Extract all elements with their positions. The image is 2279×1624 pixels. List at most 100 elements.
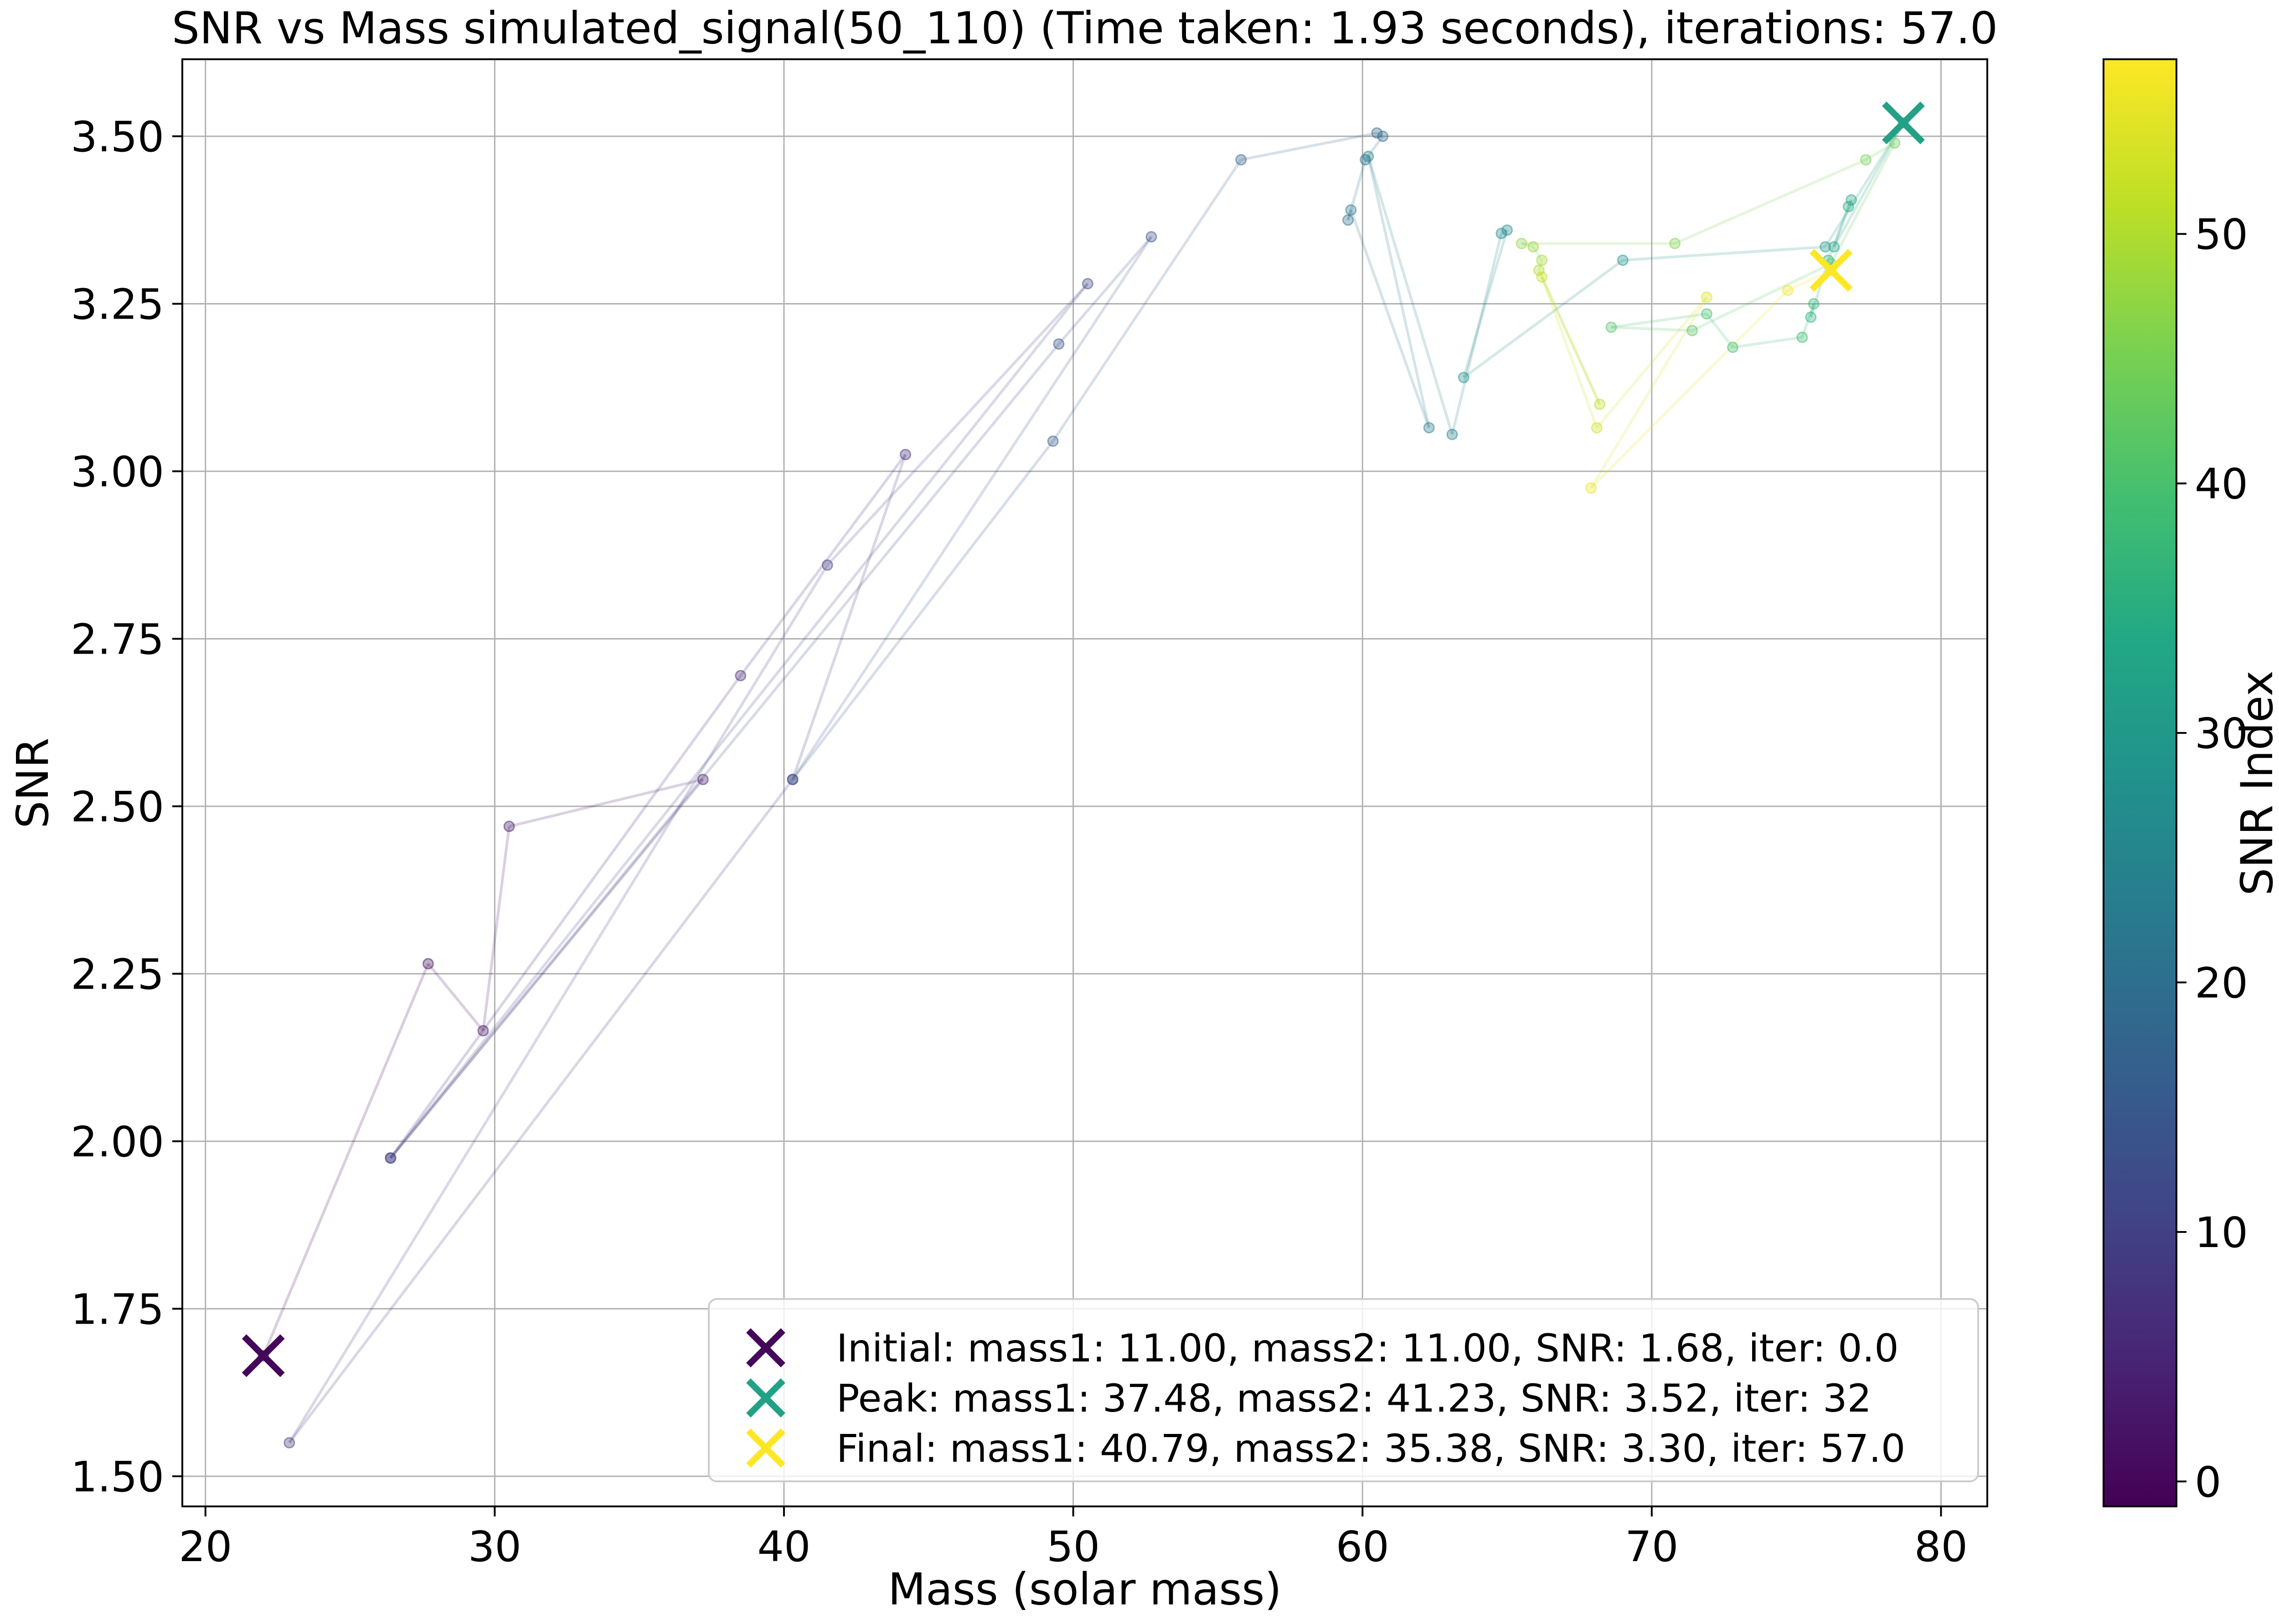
path-segment xyxy=(389,283,1089,1159)
path-segment xyxy=(1832,199,1853,247)
path-segment xyxy=(1462,229,1509,378)
x-tick-label: 60 xyxy=(1336,1522,1389,1571)
path-segment xyxy=(1532,246,1543,261)
legend-peak-symbol xyxy=(746,1378,785,1418)
data-point xyxy=(1605,321,1617,333)
data-point xyxy=(1782,284,1794,296)
peak-marker xyxy=(1882,101,1925,144)
colorbar: 0 10 20 30 40 50 SNR Index xyxy=(2103,58,2279,1507)
y-tick-label: 3.50 xyxy=(71,113,164,161)
path-segment xyxy=(1451,233,1503,435)
x-tick-label: 80 xyxy=(1914,1522,1968,1571)
data-point xyxy=(1860,154,1872,165)
data-point xyxy=(1235,154,1247,165)
data-point xyxy=(1889,137,1901,149)
legend-initial-symbol xyxy=(746,1328,785,1367)
path-segment xyxy=(1833,122,1905,248)
data-point xyxy=(1516,237,1527,249)
legend-final-label: Final: mass1: 40.79, mass2: 35.38, SNR: … xyxy=(836,1426,1905,1471)
data-point xyxy=(1796,331,1808,343)
path-segment xyxy=(427,963,485,1032)
y-tick-label: 2.00 xyxy=(71,1118,164,1166)
path-segment xyxy=(288,778,794,1444)
data-point xyxy=(1617,254,1629,266)
path-segment xyxy=(1540,276,1601,405)
path-segment xyxy=(1350,209,1431,428)
path-segment xyxy=(389,343,1060,1159)
path-segment xyxy=(288,564,829,1444)
data-point xyxy=(821,559,833,571)
data-point xyxy=(1846,194,1857,206)
y-tick-label: 2.75 xyxy=(71,615,164,664)
path-segment xyxy=(1810,260,1830,318)
data-point xyxy=(1495,227,1507,239)
path-segment xyxy=(1057,236,1153,345)
path-segment xyxy=(1367,156,1454,435)
y-tick-label: 3.00 xyxy=(71,448,164,496)
data-point xyxy=(1701,308,1712,320)
data-point xyxy=(1047,435,1059,447)
data-point xyxy=(1362,150,1374,162)
y-tick-label: 2.25 xyxy=(71,950,164,999)
data-point xyxy=(385,1152,397,1164)
plot-frame xyxy=(181,58,1988,1507)
path-segment xyxy=(1847,199,1853,207)
legend-peak-label: Peak: mass1: 37.48, mass2: 41.23, SNR: 3… xyxy=(836,1376,1872,1421)
data-point xyxy=(1842,201,1854,212)
final-marker xyxy=(1810,249,1853,292)
data-point xyxy=(787,773,799,785)
legend-box xyxy=(708,1298,1979,1482)
chart-title: SNR vs Mass simulated_signal(50_110) (Ti… xyxy=(172,3,1998,54)
path-segment xyxy=(1595,296,1708,429)
path-segment xyxy=(1346,159,1367,221)
highlight-markers xyxy=(242,101,1925,1377)
path-segment xyxy=(1540,276,1598,428)
data-point xyxy=(1727,341,1739,353)
path-segment xyxy=(1537,269,1601,405)
path-segment xyxy=(1732,336,1803,349)
colorbar-tick-label: 30 xyxy=(2195,709,2248,758)
data-point xyxy=(1820,241,1831,253)
data-point xyxy=(1371,127,1383,139)
legend: Initial: mass1: 11.00, mass2: 11.00, SNR… xyxy=(708,1298,1979,1482)
path-segment xyxy=(1674,158,1867,245)
data-point xyxy=(900,449,912,460)
colorbar-tick-label: 50 xyxy=(2195,210,2248,259)
colorbar-tick-label: 10 xyxy=(2195,1208,2248,1257)
data-point xyxy=(1669,237,1681,249)
path-segment xyxy=(1052,159,1243,442)
data-point xyxy=(1805,311,1817,323)
data-point xyxy=(1501,224,1513,236)
data-point xyxy=(735,670,747,681)
path-segment xyxy=(791,440,1054,780)
legend-final-symbol xyxy=(746,1428,785,1468)
path-segment xyxy=(262,963,430,1356)
data-point xyxy=(1342,214,1354,226)
y-tick-label: 2.50 xyxy=(71,783,164,831)
path-segment xyxy=(1241,131,1377,161)
legend-initial-label: Initial: mass1: 11.00, mass2: 11.00, SNR… xyxy=(836,1326,1899,1371)
data-point xyxy=(1828,241,1840,253)
data-point xyxy=(1446,428,1458,440)
data-point xyxy=(1527,241,1539,253)
x-tick-label: 50 xyxy=(1047,1522,1100,1571)
data-point xyxy=(503,820,515,832)
path-segment xyxy=(1611,312,1707,329)
path-segment xyxy=(482,826,511,1031)
data-point xyxy=(1536,254,1548,266)
data-point xyxy=(1458,371,1469,383)
data-point xyxy=(1686,325,1698,336)
y-axis-label: SNR xyxy=(7,737,58,828)
path-segment xyxy=(1590,289,1789,489)
path-segment xyxy=(1691,262,1832,332)
colorbar-label: SNR Index xyxy=(2232,670,2279,896)
data-point xyxy=(1701,291,1712,303)
colorbar-gradient xyxy=(2103,58,2177,1507)
path-segment xyxy=(791,236,1153,780)
data-point xyxy=(1594,398,1606,410)
data-point xyxy=(1808,298,1820,310)
path-segment xyxy=(1706,313,1734,348)
initial-marker xyxy=(242,1334,285,1377)
path-segment xyxy=(791,454,907,780)
